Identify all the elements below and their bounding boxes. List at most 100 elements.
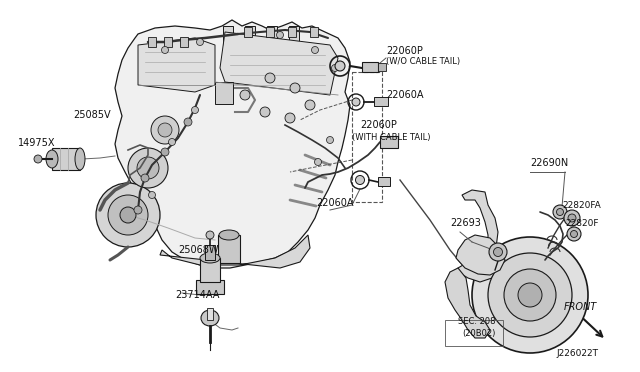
- Circle shape: [570, 231, 577, 237]
- Circle shape: [158, 123, 172, 137]
- Text: SEC. 208: SEC. 208: [458, 317, 495, 326]
- Circle shape: [184, 118, 192, 126]
- Bar: [245, 26, 255, 48]
- Bar: [362, 62, 378, 72]
- Text: 22820FA: 22820FA: [562, 201, 601, 210]
- Circle shape: [326, 137, 333, 144]
- Circle shape: [137, 157, 159, 179]
- Polygon shape: [462, 190, 498, 248]
- Circle shape: [191, 106, 198, 113]
- Circle shape: [290, 83, 300, 93]
- Circle shape: [564, 210, 580, 226]
- Polygon shape: [160, 235, 310, 268]
- Text: 23714AA: 23714AA: [175, 290, 220, 300]
- Text: J226022T: J226022T: [556, 349, 598, 358]
- Circle shape: [148, 192, 156, 199]
- Bar: [180, 37, 188, 47]
- Circle shape: [161, 148, 169, 156]
- Ellipse shape: [201, 310, 219, 326]
- Bar: [266, 27, 274, 37]
- Bar: [445, 320, 503, 346]
- Bar: [267, 26, 277, 48]
- Circle shape: [504, 269, 556, 321]
- Circle shape: [34, 155, 42, 163]
- Bar: [164, 37, 172, 47]
- Circle shape: [553, 205, 567, 219]
- Circle shape: [312, 46, 319, 54]
- Text: (WITH CABLE TAIL): (WITH CABLE TAIL): [352, 133, 431, 142]
- Text: 22693: 22693: [450, 218, 481, 228]
- Ellipse shape: [200, 253, 220, 263]
- Text: 22060A: 22060A: [386, 90, 424, 100]
- Bar: [200, 258, 220, 282]
- Circle shape: [265, 73, 275, 83]
- Polygon shape: [458, 260, 500, 282]
- Circle shape: [108, 195, 148, 235]
- Bar: [352, 72, 382, 202]
- Circle shape: [352, 98, 360, 106]
- Circle shape: [314, 158, 321, 166]
- Bar: [374, 97, 388, 106]
- Circle shape: [260, 107, 270, 117]
- Circle shape: [567, 227, 581, 241]
- Circle shape: [168, 138, 175, 145]
- Circle shape: [305, 100, 315, 110]
- Circle shape: [493, 247, 502, 257]
- Text: 22060P: 22060P: [360, 120, 397, 130]
- Bar: [218, 235, 240, 263]
- Circle shape: [120, 207, 136, 223]
- Circle shape: [276, 32, 284, 38]
- Circle shape: [518, 283, 542, 307]
- Bar: [378, 177, 390, 186]
- Bar: [52, 148, 80, 170]
- Circle shape: [489, 243, 507, 261]
- Circle shape: [568, 214, 576, 222]
- Circle shape: [285, 113, 295, 123]
- Circle shape: [196, 38, 204, 45]
- Circle shape: [488, 253, 572, 337]
- Bar: [310, 27, 318, 37]
- Circle shape: [151, 116, 179, 144]
- Text: 25068W: 25068W: [178, 245, 218, 255]
- Circle shape: [335, 61, 345, 71]
- Circle shape: [206, 231, 214, 239]
- Bar: [378, 63, 386, 71]
- Text: 22690N: 22690N: [530, 158, 568, 168]
- Polygon shape: [220, 32, 338, 95]
- Ellipse shape: [219, 230, 239, 240]
- Bar: [148, 37, 156, 47]
- Bar: [289, 26, 299, 48]
- Bar: [244, 27, 252, 37]
- Circle shape: [134, 206, 142, 214]
- Text: 22820F: 22820F: [565, 219, 598, 228]
- Circle shape: [141, 174, 149, 182]
- Bar: [196, 280, 224, 294]
- Ellipse shape: [46, 150, 58, 168]
- Text: (W/O CABLE TAIL): (W/O CABLE TAIL): [386, 57, 460, 66]
- Polygon shape: [445, 268, 490, 338]
- Text: 22060P: 22060P: [386, 46, 423, 56]
- Bar: [288, 27, 296, 37]
- Text: (20B02): (20B02): [462, 329, 495, 338]
- Bar: [380, 136, 398, 148]
- Circle shape: [240, 90, 250, 100]
- Circle shape: [355, 176, 365, 185]
- Circle shape: [161, 46, 168, 54]
- Text: FRONT: FRONT: [564, 302, 597, 312]
- Circle shape: [96, 183, 160, 247]
- Bar: [215, 82, 233, 104]
- Bar: [207, 308, 213, 320]
- Polygon shape: [138, 38, 215, 92]
- Polygon shape: [115, 20, 350, 268]
- Bar: [223, 26, 233, 48]
- Bar: [205, 245, 215, 260]
- Ellipse shape: [75, 148, 85, 170]
- Circle shape: [332, 64, 339, 71]
- Polygon shape: [456, 235, 505, 275]
- Circle shape: [128, 148, 168, 188]
- Circle shape: [557, 208, 563, 215]
- Circle shape: [472, 237, 588, 353]
- Text: 22060A: 22060A: [316, 198, 353, 208]
- Text: 25085V: 25085V: [73, 110, 111, 120]
- Text: 14975X: 14975X: [18, 138, 56, 148]
